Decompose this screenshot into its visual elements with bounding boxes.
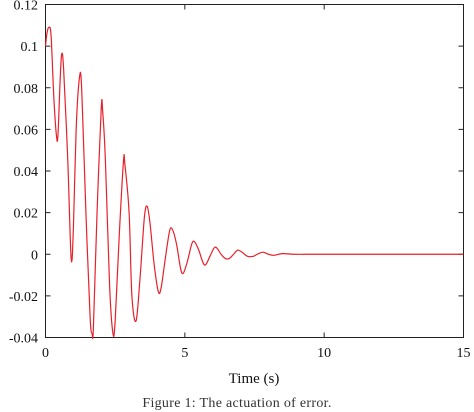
plot-frame bbox=[45, 4, 464, 338]
y-tick-label: 0.06 bbox=[14, 123, 39, 138]
x-tick-label: 15 bbox=[457, 346, 471, 361]
series-layer bbox=[44, 26, 464, 340]
y-tick-label: 0 bbox=[31, 248, 38, 263]
x-tick-label: 5 bbox=[181, 346, 188, 361]
y-tick-label: -0.04 bbox=[9, 332, 38, 347]
x-axis-label: Time (s) bbox=[229, 371, 280, 387]
series-line bbox=[44, 26, 464, 340]
y-tick-label: 0.08 bbox=[14, 82, 39, 97]
x-tick-label: 10 bbox=[317, 346, 331, 361]
x-tick-label: 0 bbox=[42, 346, 49, 361]
tick-labels: 0 5 10 15 0.12 0.1 0.08 0.06 0.04 0.02 0 -0.02 -0.04 bbox=[9, 0, 471, 361]
tick-marks bbox=[45, 4, 464, 338]
y-tick-label: 0.12 bbox=[14, 0, 39, 14]
figure-caption: Figure 1: The actuation of error. bbox=[142, 396, 332, 411]
y-tick-label: -0.02 bbox=[9, 290, 38, 305]
y-tick-label: 0.02 bbox=[14, 207, 39, 222]
y-tick-label: 0.04 bbox=[14, 165, 39, 180]
y-tick-label: 0.1 bbox=[21, 40, 39, 55]
